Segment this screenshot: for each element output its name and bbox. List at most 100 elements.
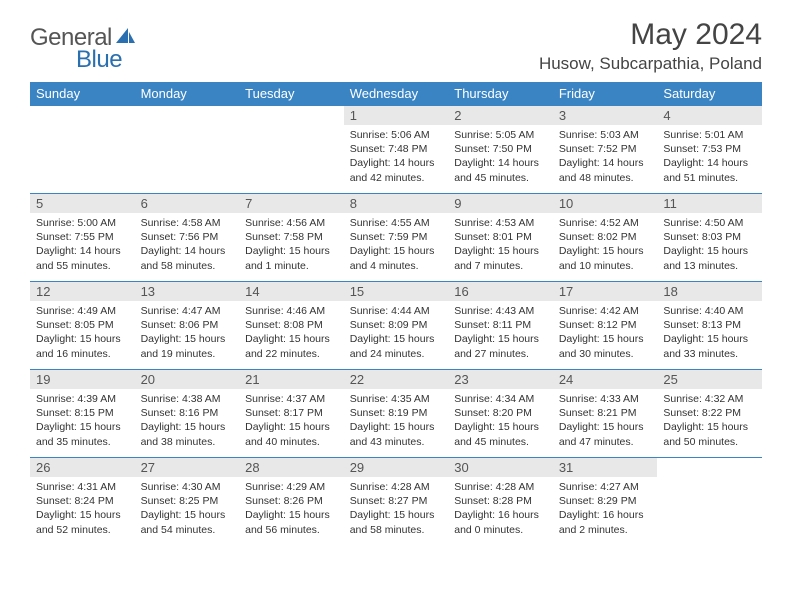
day-cell: 29Sunrise: 4:28 AMSunset: 8:27 PMDayligh… bbox=[344, 458, 449, 546]
week-row: 19Sunrise: 4:39 AMSunset: 8:15 PMDayligh… bbox=[30, 370, 762, 458]
day-details: Sunrise: 4:34 AMSunset: 8:20 PMDaylight:… bbox=[448, 389, 553, 453]
day-details: Sunrise: 4:30 AMSunset: 8:25 PMDaylight:… bbox=[135, 477, 240, 541]
day-number: 25 bbox=[657, 370, 762, 389]
day-details: Sunrise: 4:37 AMSunset: 8:17 PMDaylight:… bbox=[239, 389, 344, 453]
day-cell: 4Sunrise: 5:01 AMSunset: 7:53 PMDaylight… bbox=[657, 106, 762, 194]
day-number: 7 bbox=[239, 194, 344, 213]
day-cell: 28Sunrise: 4:29 AMSunset: 8:26 PMDayligh… bbox=[239, 458, 344, 546]
day-number: 14 bbox=[239, 282, 344, 301]
day-number: 24 bbox=[553, 370, 658, 389]
day-details: Sunrise: 5:00 AMSunset: 7:55 PMDaylight:… bbox=[30, 213, 135, 277]
day-details: Sunrise: 4:33 AMSunset: 8:21 PMDaylight:… bbox=[553, 389, 658, 453]
day-number: 13 bbox=[135, 282, 240, 301]
day-details: Sunrise: 4:55 AMSunset: 7:59 PMDaylight:… bbox=[344, 213, 449, 277]
day-details: Sunrise: 4:27 AMSunset: 8:29 PMDaylight:… bbox=[553, 477, 658, 541]
day-number: 18 bbox=[657, 282, 762, 301]
calendar-table: Sunday Monday Tuesday Wednesday Thursday… bbox=[30, 82, 762, 546]
day-cell: 20Sunrise: 4:38 AMSunset: 8:16 PMDayligh… bbox=[135, 370, 240, 458]
day-cell: 26Sunrise: 4:31 AMSunset: 8:24 PMDayligh… bbox=[30, 458, 135, 546]
day-cell: 1Sunrise: 5:06 AMSunset: 7:48 PMDaylight… bbox=[344, 106, 449, 194]
day-header: Sunday bbox=[30, 82, 135, 106]
day-number: 4 bbox=[657, 106, 762, 125]
day-cell: 17Sunrise: 4:42 AMSunset: 8:12 PMDayligh… bbox=[553, 282, 658, 370]
day-cell: 5Sunrise: 5:00 AMSunset: 7:55 PMDaylight… bbox=[30, 194, 135, 282]
day-number: 23 bbox=[448, 370, 553, 389]
day-cell: 24Sunrise: 4:33 AMSunset: 8:21 PMDayligh… bbox=[553, 370, 658, 458]
day-header: Friday bbox=[553, 82, 658, 106]
day-cell: 14Sunrise: 4:46 AMSunset: 8:08 PMDayligh… bbox=[239, 282, 344, 370]
day-details: Sunrise: 4:40 AMSunset: 8:13 PMDaylight:… bbox=[657, 301, 762, 365]
day-details: Sunrise: 4:50 AMSunset: 8:03 PMDaylight:… bbox=[657, 213, 762, 277]
day-details: Sunrise: 4:42 AMSunset: 8:12 PMDaylight:… bbox=[553, 301, 658, 365]
day-cell: 21Sunrise: 4:37 AMSunset: 8:17 PMDayligh… bbox=[239, 370, 344, 458]
day-cell: 18Sunrise: 4:40 AMSunset: 8:13 PMDayligh… bbox=[657, 282, 762, 370]
day-cell: 2Sunrise: 5:05 AMSunset: 7:50 PMDaylight… bbox=[448, 106, 553, 194]
month-title: May 2024 bbox=[539, 18, 762, 52]
day-details: Sunrise: 4:46 AMSunset: 8:08 PMDaylight:… bbox=[239, 301, 344, 365]
day-cell: 19Sunrise: 4:39 AMSunset: 8:15 PMDayligh… bbox=[30, 370, 135, 458]
day-cell: 16Sunrise: 4:43 AMSunset: 8:11 PMDayligh… bbox=[448, 282, 553, 370]
week-row: 5Sunrise: 5:00 AMSunset: 7:55 PMDaylight… bbox=[30, 194, 762, 282]
day-cell: 30Sunrise: 4:28 AMSunset: 8:28 PMDayligh… bbox=[448, 458, 553, 546]
day-cell bbox=[135, 106, 240, 194]
day-number: 21 bbox=[239, 370, 344, 389]
day-cell: 31Sunrise: 4:27 AMSunset: 8:29 PMDayligh… bbox=[553, 458, 658, 546]
day-number: 30 bbox=[448, 458, 553, 477]
day-details: Sunrise: 4:43 AMSunset: 8:11 PMDaylight:… bbox=[448, 301, 553, 365]
day-number: 29 bbox=[344, 458, 449, 477]
day-details: Sunrise: 4:49 AMSunset: 8:05 PMDaylight:… bbox=[30, 301, 135, 365]
week-row: 1Sunrise: 5:06 AMSunset: 7:48 PMDaylight… bbox=[30, 106, 762, 194]
logo-text-blue: Blue bbox=[76, 46, 122, 73]
day-cell: 23Sunrise: 4:34 AMSunset: 8:20 PMDayligh… bbox=[448, 370, 553, 458]
day-number: 27 bbox=[135, 458, 240, 477]
day-header-row: Sunday Monday Tuesday Wednesday Thursday… bbox=[30, 82, 762, 106]
day-details: Sunrise: 4:38 AMSunset: 8:16 PMDaylight:… bbox=[135, 389, 240, 453]
day-details: Sunrise: 4:52 AMSunset: 8:02 PMDaylight:… bbox=[553, 213, 658, 277]
day-details: Sunrise: 5:01 AMSunset: 7:53 PMDaylight:… bbox=[657, 125, 762, 189]
day-details: Sunrise: 4:39 AMSunset: 8:15 PMDaylight:… bbox=[30, 389, 135, 453]
day-header: Saturday bbox=[657, 82, 762, 106]
day-cell bbox=[239, 106, 344, 194]
day-cell bbox=[30, 106, 135, 194]
day-number: 11 bbox=[657, 194, 762, 213]
day-number: 1 bbox=[344, 106, 449, 125]
header: General May 2024 Husow, Subcarpathia, Po… bbox=[30, 18, 762, 74]
day-header: Tuesday bbox=[239, 82, 344, 106]
day-cell: 27Sunrise: 4:30 AMSunset: 8:25 PMDayligh… bbox=[135, 458, 240, 546]
day-cell: 3Sunrise: 5:03 AMSunset: 7:52 PMDaylight… bbox=[553, 106, 658, 194]
day-details: Sunrise: 4:28 AMSunset: 8:27 PMDaylight:… bbox=[344, 477, 449, 541]
day-number: 20 bbox=[135, 370, 240, 389]
day-details: Sunrise: 4:47 AMSunset: 8:06 PMDaylight:… bbox=[135, 301, 240, 365]
day-number: 15 bbox=[344, 282, 449, 301]
day-details: Sunrise: 4:56 AMSunset: 7:58 PMDaylight:… bbox=[239, 213, 344, 277]
day-cell: 7Sunrise: 4:56 AMSunset: 7:58 PMDaylight… bbox=[239, 194, 344, 282]
day-number: 26 bbox=[30, 458, 135, 477]
day-cell: 22Sunrise: 4:35 AMSunset: 8:19 PMDayligh… bbox=[344, 370, 449, 458]
day-number: 12 bbox=[30, 282, 135, 301]
day-details: Sunrise: 4:31 AMSunset: 8:24 PMDaylight:… bbox=[30, 477, 135, 541]
logo-blue-wrap: Blue bbox=[30, 46, 122, 74]
day-number: 5 bbox=[30, 194, 135, 213]
day-cell: 8Sunrise: 4:55 AMSunset: 7:59 PMDaylight… bbox=[344, 194, 449, 282]
calendar-body: 1Sunrise: 5:06 AMSunset: 7:48 PMDaylight… bbox=[30, 106, 762, 546]
day-number: 3 bbox=[553, 106, 658, 125]
day-details: Sunrise: 4:58 AMSunset: 7:56 PMDaylight:… bbox=[135, 213, 240, 277]
day-cell bbox=[657, 458, 762, 546]
day-number: 31 bbox=[553, 458, 658, 477]
day-details: Sunrise: 4:29 AMSunset: 8:26 PMDaylight:… bbox=[239, 477, 344, 541]
calendar-page: General May 2024 Husow, Subcarpathia, Po… bbox=[0, 0, 792, 546]
day-number: 28 bbox=[239, 458, 344, 477]
day-details: Sunrise: 5:06 AMSunset: 7:48 PMDaylight:… bbox=[344, 125, 449, 189]
day-cell: 25Sunrise: 4:32 AMSunset: 8:22 PMDayligh… bbox=[657, 370, 762, 458]
title-block: May 2024 Husow, Subcarpathia, Poland bbox=[539, 18, 762, 74]
week-row: 12Sunrise: 4:49 AMSunset: 8:05 PMDayligh… bbox=[30, 282, 762, 370]
week-row: 26Sunrise: 4:31 AMSunset: 8:24 PMDayligh… bbox=[30, 458, 762, 546]
day-number: 9 bbox=[448, 194, 553, 213]
day-header: Monday bbox=[135, 82, 240, 106]
day-details: Sunrise: 5:05 AMSunset: 7:50 PMDaylight:… bbox=[448, 125, 553, 189]
day-header: Thursday bbox=[448, 82, 553, 106]
day-details: Sunrise: 4:44 AMSunset: 8:09 PMDaylight:… bbox=[344, 301, 449, 365]
day-number: 2 bbox=[448, 106, 553, 125]
location-text: Husow, Subcarpathia, Poland bbox=[539, 54, 762, 74]
day-header: Wednesday bbox=[344, 82, 449, 106]
